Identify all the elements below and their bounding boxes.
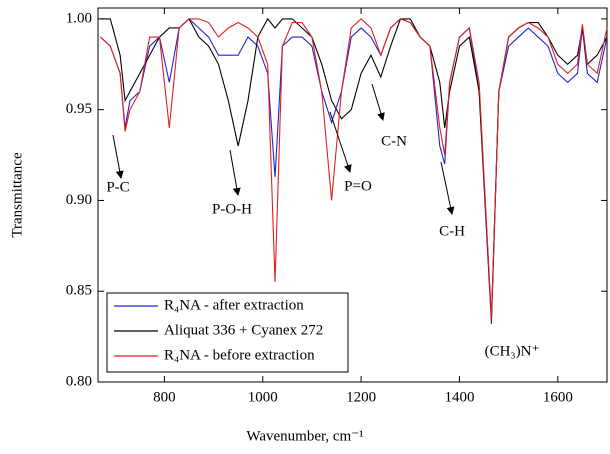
spectrum-line [100, 18, 608, 319]
legend-label: R₄NA - before extraction [164, 347, 315, 363]
x-tick-label: 800 [153, 389, 176, 405]
y-tick-label: 1.00 [66, 10, 92, 26]
annotation: (CH₃)N⁺ [485, 343, 540, 359]
x-tick-label: 1600 [543, 389, 573, 405]
spectrum-line [100, 18, 608, 324]
x-tick-label: 1000 [248, 389, 278, 405]
x-tick-label: 1200 [346, 389, 376, 405]
annotation-arrow [440, 161, 455, 215]
legend-label: R₄NA - after extraction [164, 297, 304, 313]
y-axis-label: Transmittance [9, 152, 25, 238]
annotation: P-C [106, 179, 129, 195]
y-tick-label: 0.90 [66, 192, 92, 208]
y-tick-label: 0.95 [66, 101, 92, 117]
annotation: P=O [344, 178, 372, 194]
annotation-arrow [112, 134, 124, 179]
annotation-arrow [371, 83, 385, 121]
annotation: P-O-H [212, 201, 252, 217]
y-tick-label: 0.85 [66, 283, 92, 299]
x-tick-label: 1400 [444, 389, 474, 405]
annotation: C-N [381, 133, 407, 149]
spectrum-line [100, 17, 608, 319]
annotation-arrow [229, 149, 241, 196]
plot-frame [97, 7, 608, 383]
y-tick-label: 0.80 [66, 373, 92, 389]
legend-label: Aliquat 336 + Cyanex 272 [164, 322, 323, 338]
annotation-arrow [329, 111, 352, 173]
annotation: C-H [439, 223, 465, 239]
x-axis-label: Wavenumber, cm⁻¹ [246, 428, 363, 444]
